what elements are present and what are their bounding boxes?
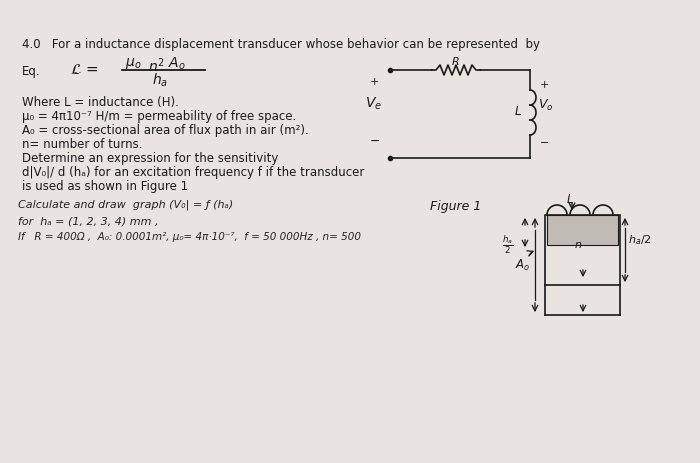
Text: Figure 1: Figure 1 (430, 200, 482, 213)
Text: A₀ = cross-sectional area of flux path in air (m²).: A₀ = cross-sectional area of flux path i… (22, 124, 309, 137)
Text: +: + (540, 80, 550, 90)
Text: $h_a/2$: $h_a/2$ (628, 233, 652, 247)
Text: $n^2$: $n^2$ (148, 56, 164, 75)
Text: R: R (452, 57, 460, 67)
Text: $\mathcal{L}$ =: $\mathcal{L}$ = (70, 62, 99, 77)
Bar (545, 215, 620, 285)
Text: −: − (370, 135, 381, 148)
Text: Determine an expression for the sensitivity: Determine an expression for the sensitiv… (22, 152, 279, 165)
Text: for  hₐ = (1, 2, 3, 4) mm ,: for hₐ = (1, 2, 3, 4) mm , (18, 216, 158, 226)
Text: Calculate and draw  graph (V₀| = ƒ (hₐ): Calculate and draw graph (V₀| = ƒ (hₐ) (18, 200, 233, 211)
Text: Where L = inductance (H).: Where L = inductance (H). (22, 96, 179, 109)
Text: $\frac{h_a}{2}$: $\frac{h_a}{2}$ (502, 233, 514, 256)
Text: n= number of turns.: n= number of turns. (22, 138, 143, 151)
Text: is used as shown in Figure 1: is used as shown in Figure 1 (22, 180, 188, 193)
Text: $V_e$: $V_e$ (365, 96, 382, 113)
Text: −: − (540, 138, 550, 148)
Text: $h_a$: $h_a$ (152, 72, 168, 89)
Text: $\mu_o$: $\mu_o$ (125, 56, 141, 71)
Text: Eq.: Eq. (22, 65, 41, 78)
Text: $A_o$: $A_o$ (515, 258, 531, 273)
Text: L: L (515, 105, 522, 118)
Text: n: n (575, 240, 582, 250)
Text: $A_o$: $A_o$ (168, 56, 186, 72)
Text: μ₀ = 4π10⁻⁷ H/m = permeability of free space.: μ₀ = 4π10⁻⁷ H/m = permeability of free s… (22, 110, 296, 123)
Text: +: + (370, 77, 379, 87)
Text: If   R = 400Ω ,  A₀: 0.0001m², μ₀= 4π·10⁻⁷,  f = 50 000Hz , n= 500: If R = 400Ω , A₀: 0.0001m², μ₀= 4π·10⁻⁷,… (18, 232, 361, 242)
Text: $V_o$: $V_o$ (538, 98, 554, 113)
Text: 4.0   For a inductance displacement transducer whose behavior can be represented: 4.0 For a inductance displacement transd… (22, 38, 540, 51)
Text: L: L (567, 193, 573, 206)
Text: d|V₀|/ d (hₐ) for an excitation frequency f if the transducer: d|V₀|/ d (hₐ) for an excitation frequenc… (22, 166, 365, 179)
Bar (547, 215, 618, 245)
